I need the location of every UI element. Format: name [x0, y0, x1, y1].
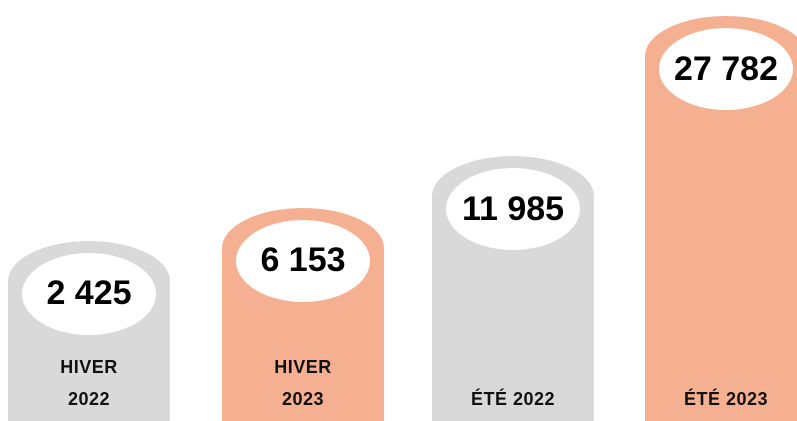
- category-label: HIVER 2022: [60, 357, 118, 409]
- bar: 6 153 HIVER 2023: [222, 207, 384, 421]
- bar: 2 425 HIVER 2022: [8, 240, 170, 421]
- bar: 27 782 ÉTÉ 2023: [645, 16, 797, 421]
- category-label: HIVER 2023: [274, 357, 332, 409]
- value-label: 11 985: [446, 168, 580, 251]
- category-label: ÉTÉ 2023: [683, 389, 769, 409]
- category-label: ÉTÉ 2022: [470, 389, 556, 409]
- value-label: 6 153: [236, 219, 370, 302]
- value-label: 2 425: [22, 252, 156, 335]
- value-label: 27 782: [659, 28, 793, 110]
- bar: 11 985 ÉTÉ 2022: [432, 156, 594, 421]
